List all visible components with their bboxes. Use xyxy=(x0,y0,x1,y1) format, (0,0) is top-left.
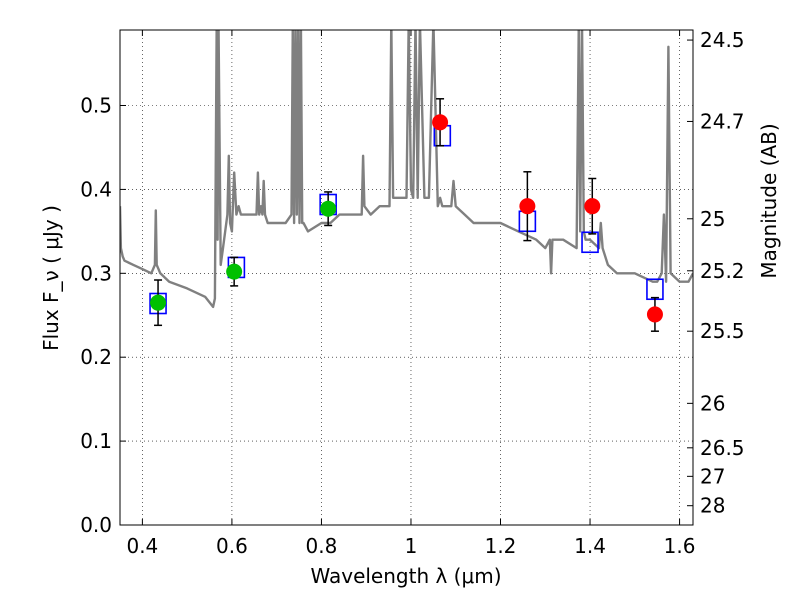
x-tick-label: 1.2 xyxy=(485,534,517,558)
x-axis-title: Wavelength λ (μm) xyxy=(310,564,501,588)
model-box xyxy=(581,231,599,254)
spectrum-line xyxy=(120,30,693,309)
y-tick-label: 0.3 xyxy=(80,261,112,285)
red-data-point xyxy=(646,306,663,323)
right-tick-label: 25 xyxy=(700,207,725,231)
right-tick-label: 25.2 xyxy=(700,259,745,283)
x-tick-label: 1.4 xyxy=(574,534,606,558)
right-tick-label: 24.7 xyxy=(700,109,745,133)
tick-labels: 0.4 0.6 0.8 1 1.2 1.4 1.6 0.0 0.1 0.2 0.3 0.4 0.5 24.… xyxy=(80,28,744,558)
right-axis-title: Magnitude (AB) xyxy=(757,123,781,278)
red-data-point xyxy=(584,198,601,215)
red-data-point xyxy=(519,198,536,215)
x-tick-label: 1.6 xyxy=(664,534,696,558)
right-tick-label: 28 xyxy=(700,494,725,518)
right-tick-label: 26.5 xyxy=(700,436,745,460)
right-tick-label: 25.5 xyxy=(700,319,745,343)
y-tick-label: 0.2 xyxy=(80,345,112,369)
right-tick-label: 27 xyxy=(700,464,725,488)
green-data-point xyxy=(320,200,337,217)
y-tick-label: 0.0 xyxy=(80,513,112,537)
plot-frame xyxy=(119,29,694,526)
right-tick-label: 24.5 xyxy=(700,28,745,52)
y-tick-label: 0.5 xyxy=(80,94,112,118)
x-tick-label: 0.6 xyxy=(216,534,248,558)
data-points xyxy=(149,98,664,332)
red-data-point xyxy=(432,114,449,131)
spectrum-series xyxy=(120,30,693,309)
x-tick-label: 0.4 xyxy=(126,534,158,558)
y-tick-label: 0.4 xyxy=(80,177,112,201)
axis-ticks xyxy=(120,30,693,526)
y-axis-title: Flux F_ν ( μJy ) xyxy=(39,205,63,351)
y-tick-label: 0.1 xyxy=(80,429,112,453)
x-tick-label: 0.8 xyxy=(306,534,338,558)
green-data-point xyxy=(226,263,243,280)
grid-lines xyxy=(120,30,693,525)
green-data-point xyxy=(150,294,167,311)
x-tick-label: 1 xyxy=(405,534,418,558)
right-tick-label: 26 xyxy=(700,391,725,415)
